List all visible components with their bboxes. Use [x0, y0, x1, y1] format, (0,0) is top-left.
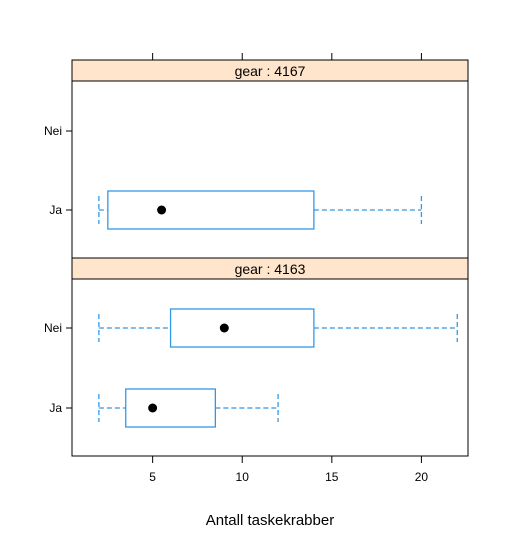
- y-label-nei-bottom: Nei: [44, 321, 62, 335]
- y-label-ja-top: Ja: [49, 203, 62, 217]
- median-dot-4167-ja: [157, 205, 167, 215]
- x-tick-label-15: 15: [325, 470, 339, 484]
- y-label-ja-bottom: Ja: [49, 401, 62, 415]
- x-tick-label-10: 10: [236, 470, 250, 484]
- median-dot-4163-nei: [219, 323, 229, 333]
- boxes: [98, 190, 458, 428]
- x-tick-label-20: 20: [415, 470, 429, 484]
- y-label-nei-top: Nei: [44, 124, 62, 138]
- x-tick-label-5: 5: [149, 470, 156, 484]
- strip-label-4163: gear : 4163: [235, 261, 306, 277]
- strip-4167: [71, 59, 469, 82]
- iqr-box-4163-ja: [125, 388, 216, 428]
- box-4167-ja: [98, 190, 423, 230]
- x-axis-ticks: 5 10 15 20: [149, 53, 428, 484]
- box-4163-nei: [98, 308, 458, 348]
- panel-frame-4163: [71, 257, 469, 457]
- panel-frame-4167: [71, 59, 469, 259]
- box-4163-ja: [98, 388, 279, 428]
- iqr-box-4167-ja: [107, 190, 315, 230]
- iqr-box-4163-nei: [169, 308, 315, 348]
- strip-4163: [71, 257, 469, 280]
- x-axis-title: Antall taskekrabber: [206, 512, 334, 529]
- median-dot-4163-ja: [148, 403, 158, 413]
- strip-label-4167: gear : 4167: [235, 63, 306, 79]
